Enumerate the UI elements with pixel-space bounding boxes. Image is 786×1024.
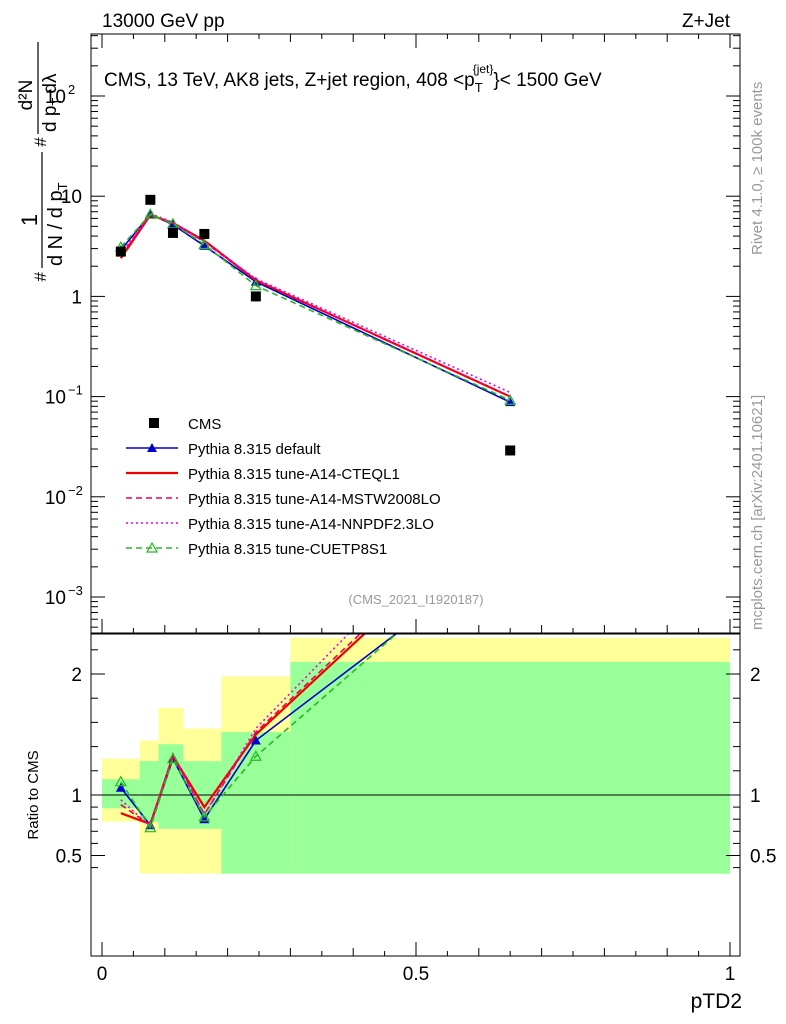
series-0-point-3 xyxy=(199,240,210,250)
cms-point-5 xyxy=(505,445,516,456)
cms-point-4 xyxy=(250,291,261,302)
analysis-watermark: (CMS_2021_I1920187) xyxy=(348,592,483,607)
inner-band-5 xyxy=(290,661,730,874)
mcplots-label: mcplots.cern.ch [arXiv:2401.10621] xyxy=(749,395,766,630)
ratio-bands xyxy=(91,637,740,874)
ratio-0-point-4 xyxy=(250,735,261,745)
cms-point-3 xyxy=(199,228,210,239)
ratio-tick-label-right-1: 1 xyxy=(750,786,761,807)
ratio-4-point-0 xyxy=(114,775,127,787)
ratio-line-4 xyxy=(120,634,398,830)
y-tick-label-1: 10 xyxy=(61,187,82,208)
series-4-point-5 xyxy=(504,393,517,405)
legend-label-4: Pythia 8.315 tune-A14-NNPDF2.3LO xyxy=(188,516,434,533)
svg-text:1: 1 xyxy=(17,214,42,226)
ratio-4-point-5 xyxy=(505,530,515,539)
svg-text:d pTdλ: d pTdλ xyxy=(40,73,64,132)
svg-text:d N / d pT: d N / d pT xyxy=(45,182,70,266)
legend-marker-4 xyxy=(145,541,159,553)
ratio-tick-label-left-1: 1 xyxy=(71,786,82,807)
x-tick-label-1: 0.5 xyxy=(403,964,429,985)
legend-label-3: Pythia 8.315 tune-A14-MSTW2008LO xyxy=(188,491,441,508)
ratio-4-point-1 xyxy=(144,821,157,833)
main-series xyxy=(114,208,517,407)
ratio-0-point-5 xyxy=(505,542,515,551)
x-axis-label: pTD2 xyxy=(691,990,742,1013)
ratio-4-point-4 xyxy=(249,750,262,761)
ratio-tick-label-right-0: 0.5 xyxy=(750,847,776,868)
x-tick-label-0: 0 xyxy=(97,964,108,985)
y-tick-label-3: 10 xyxy=(45,388,66,409)
ratio-4-point-2 xyxy=(166,752,179,764)
ratio-4-point-3 xyxy=(198,810,211,822)
y-tick-label-5: 10 xyxy=(45,588,66,609)
header-left: 13000 GeV pp xyxy=(102,11,225,32)
legend-label-0: CMS xyxy=(188,416,221,433)
ratio-y-label: Ratio to CMS xyxy=(25,750,42,839)
ratio-tick-label-left-0: 0.5 xyxy=(56,847,82,868)
axis-ticks xyxy=(91,34,740,956)
legend-label-5: Pythia 8.315 tune-CUETP8S1 xyxy=(188,541,387,558)
series-4-point-1 xyxy=(144,208,157,219)
svg-text:#: # xyxy=(31,271,50,281)
y-tick-exp-4: −2 xyxy=(68,483,83,498)
rivet-label: Rivet 4.1.0, ≥ 100k events xyxy=(749,82,766,255)
inner-band-4 xyxy=(221,732,291,874)
series-4-point-4 xyxy=(249,279,262,291)
y-tick-label-2: 1 xyxy=(71,287,82,308)
series-line-3 xyxy=(120,212,511,394)
series-line-2 xyxy=(120,213,511,398)
cms-point-2 xyxy=(167,227,178,238)
cms-data-points xyxy=(115,194,516,456)
y-tick-exp-5: −3 xyxy=(68,583,83,598)
svg-text:d²N: d²N xyxy=(16,80,37,111)
ratio-0-point-0 xyxy=(115,782,126,792)
chart-title: CMS, 13 TeV, AK8 jets, Z+jet region, 408… xyxy=(104,62,602,95)
ratio-tick-label-left-2: 2 xyxy=(71,665,82,686)
y-tick-label-0: 10 xyxy=(45,87,66,108)
header-right: Z+Jet xyxy=(682,11,731,32)
legend-label-2: Pythia 8.315 tune-A14-CTEQL1 xyxy=(188,466,400,483)
y-tick-exp-3: −1 xyxy=(68,383,83,398)
x-tick-label-2: 1 xyxy=(725,964,736,985)
cms-point-1 xyxy=(145,194,156,205)
legend-label-1: Pythia 8.315 default xyxy=(188,441,321,458)
ratio-lines xyxy=(114,530,515,833)
y-tick-label-4: 10 xyxy=(45,488,66,509)
svg-text:#: # xyxy=(31,137,50,147)
y-tick-exp-0: 2 xyxy=(68,82,75,97)
cms-point-0 xyxy=(115,246,126,257)
legend-marker-0 xyxy=(147,443,157,452)
ratio-tick-label-right-2: 2 xyxy=(750,665,761,686)
inner-band-1 xyxy=(139,761,159,822)
y-axis-label: # 1 d N / d pT # d²N d pTdλ xyxy=(16,42,70,281)
legend: CMS Pythia 8.315 default Pythia 8.315 tune… xyxy=(126,416,441,558)
legend-cms-marker xyxy=(149,418,159,428)
series-4-point-2 xyxy=(166,217,179,229)
series-4-point-3 xyxy=(198,238,211,250)
